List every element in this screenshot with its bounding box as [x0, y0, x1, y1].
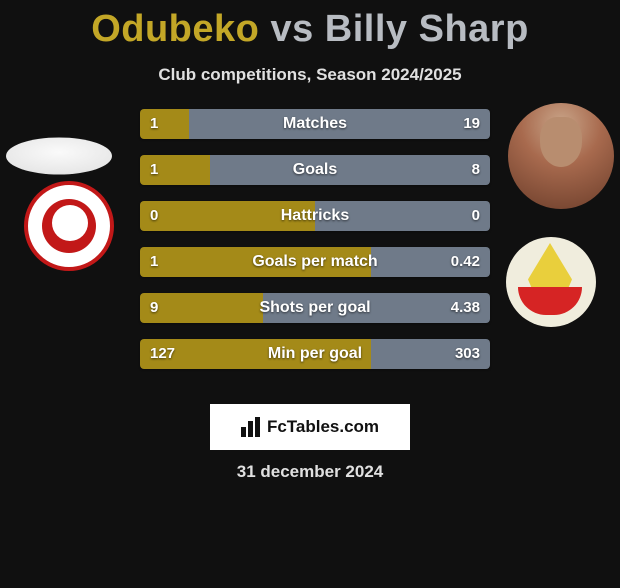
stat-seg-left	[140, 247, 371, 277]
stat-seg-left	[140, 201, 315, 231]
stat-row: 127Min per goal303	[140, 339, 490, 369]
date-text: 31 december 2024	[0, 462, 620, 482]
player2-name: Billy Sharp	[325, 8, 529, 50]
brand-box[interactable]: FcTables.com	[210, 404, 410, 450]
stat-row: 0Hattricks0	[140, 201, 490, 231]
stat-row: 1Matches19	[140, 109, 490, 139]
stat-seg-right	[315, 201, 490, 231]
stat-bars: 1Matches19 1Goals8 0Hattricks0 1Goals per m…	[140, 109, 490, 385]
stat-seg-left	[140, 339, 371, 369]
stat-seg-right	[210, 155, 490, 185]
stat-row: 1Goals8	[140, 155, 490, 185]
stat-seg-left	[140, 109, 189, 139]
stat-seg-right	[263, 293, 491, 323]
stat-seg-right	[371, 339, 490, 369]
stat-row: 9Shots per goal4.38	[140, 293, 490, 323]
stat-seg-left	[140, 293, 263, 323]
comparison-content: 1Matches19 1Goals8 0Hattricks0 1Goals per m…	[0, 103, 620, 393]
comparison-title: Odubeko vs Billy Sharp	[0, 8, 620, 51]
brand-text: FcTables.com	[267, 417, 379, 437]
stat-seg-right	[371, 247, 490, 277]
subtitle: Club competitions, Season 2024/2025	[0, 65, 620, 85]
player1-name: Odubeko	[91, 8, 259, 50]
stat-row: 1Goals per match0.42	[140, 247, 490, 277]
player1-club-logo	[24, 181, 114, 271]
player2-club-logo	[506, 237, 596, 327]
vs-text: vs	[270, 8, 313, 50]
chart-icon	[241, 417, 261, 437]
stat-seg-right	[189, 109, 490, 139]
player2-avatar	[508, 103, 614, 209]
stat-seg-left	[140, 155, 210, 185]
player1-avatar	[6, 137, 112, 174]
